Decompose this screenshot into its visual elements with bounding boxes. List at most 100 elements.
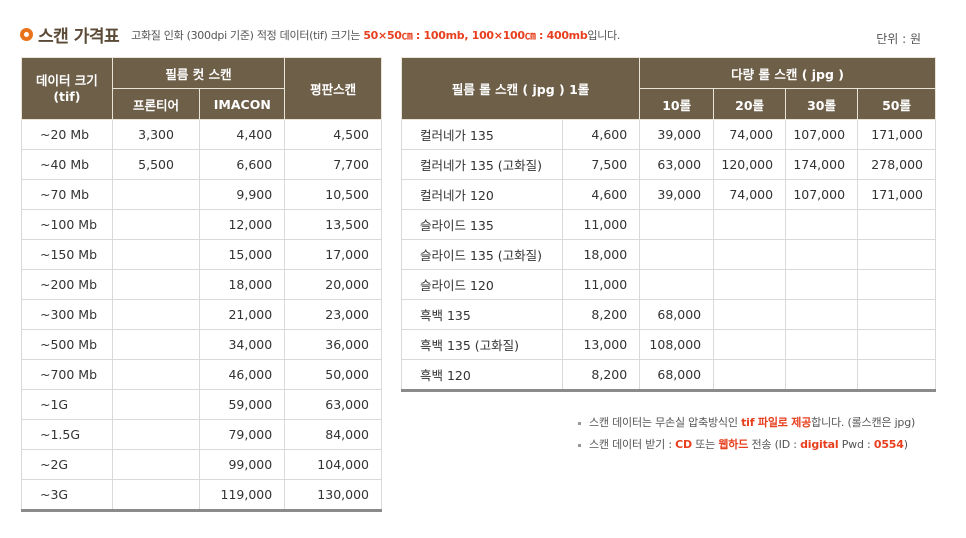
cell-imacon: 12,000 — [199, 209, 286, 240]
col-frontier: 프론티어 — [111, 88, 201, 120]
note-text: 전송 (ID : — [748, 438, 801, 451]
page-subtitle: 고화질 인화 (300dpi 기준) 적정 데이터(tif) 크기는 50×50… — [131, 27, 620, 43]
page-title: 스캔 가격표 — [38, 27, 120, 47]
table-row: 흑백 135 (고화질) 13,000 108,000 — [400, 329, 936, 360]
table-row: ~20 Mb 3,300 4,400 4,500 — [21, 119, 382, 150]
subtitle-text: 고화질 인화 (300dpi 기준) 적정 데이터(tif) 크기는 — [131, 28, 364, 42]
table-row: ~70 Mb 9,900 10,500 — [21, 179, 382, 210]
cell-price-20rolls: 74,000 — [713, 179, 787, 210]
cell-imacon: 79,000 — [199, 419, 286, 450]
cell-price-30rolls — [785, 299, 859, 330]
col-10-rolls: 10롤 — [639, 88, 715, 120]
cell-imacon: 18,000 — [199, 269, 286, 300]
square-bullet-icon — [578, 443, 581, 447]
cell-price-30rolls — [785, 359, 859, 391]
subtitle-highlight: 50×50㎝ : 100mb, 100×100㎝ : 400mb — [363, 28, 588, 42]
cell-film-type: 컬러네가 120 — [400, 179, 564, 210]
cell-price-50rolls — [857, 359, 936, 391]
cell-price-1roll: 18,000 — [562, 239, 641, 270]
cell-data-size: ~2G — [21, 449, 113, 480]
cell-frontier — [111, 179, 201, 210]
cell-flatbed: 50,000 — [284, 359, 382, 390]
cell-frontier — [111, 329, 201, 360]
cell-price-20rolls — [713, 269, 787, 300]
cell-price-30rolls — [785, 329, 859, 360]
table-row: 컬러네가 120 4,600 39,000 74,000 107,000 171,000 — [400, 179, 936, 210]
cell-data-size: ~70 Mb — [21, 179, 113, 210]
cell-flatbed: 7,700 — [284, 149, 382, 180]
cell-price-10rolls: 39,000 — [639, 119, 715, 150]
cell-frontier: 5,500 — [111, 149, 201, 180]
table-row: ~700 Mb 46,000 50,000 — [21, 359, 382, 390]
col-50-rolls: 50롤 — [857, 88, 936, 120]
cell-price-1roll: 11,000 — [562, 209, 641, 240]
cell-data-size: ~150 Mb — [21, 239, 113, 270]
cell-price-1roll: 8,200 — [562, 359, 641, 391]
note-highlight: tif 파일로 제공 — [741, 416, 812, 429]
cell-price-20rolls — [713, 209, 787, 240]
table-row: ~1.5G 79,000 84,000 — [21, 419, 382, 450]
col-data-size: 데이터 크기 (tif) — [21, 57, 113, 120]
cell-price-10rolls — [639, 269, 715, 300]
cell-price-10rolls: 63,000 — [639, 149, 715, 180]
cell-price-50rolls — [857, 299, 936, 330]
cell-flatbed: 4,500 — [284, 119, 382, 150]
note-text: Pwd : — [838, 438, 874, 451]
table-row: ~500 Mb 34,000 36,000 — [21, 329, 382, 360]
cell-film-type: 슬라이드 135 (고화질) — [400, 239, 564, 270]
cell-price-20rolls — [713, 239, 787, 270]
col-roll-scan: 필름 롤 스캔 ( jpg ) 1롤 — [400, 57, 641, 120]
cell-frontier — [111, 389, 201, 420]
table-row: 컬러네가 135 (고화질) 7,500 63,000 120,000 174,000 2… — [400, 149, 936, 180]
cell-price-20rolls — [713, 299, 787, 330]
cell-price-50rolls — [857, 329, 936, 360]
cell-flatbed: 36,000 — [284, 329, 382, 360]
cell-price-10rolls: 39,000 — [639, 179, 715, 210]
cell-price-20rolls — [713, 359, 787, 391]
table-row: ~200 Mb 18,000 20,000 — [21, 269, 382, 300]
table-row: 흑백 120 8,200 68,000 — [400, 359, 936, 391]
cell-frontier — [111, 239, 201, 270]
note-delivery: 스캔 데이터 받기 : CD 또는 웹하드 전송 (ID : digital P… — [578, 434, 915, 456]
subtitle-text-end: 입니다. — [587, 28, 621, 42]
cell-price-10rolls — [639, 239, 715, 270]
table-row: ~2G 99,000 104,000 — [21, 449, 382, 480]
cell-price-1roll: 4,600 — [562, 119, 641, 150]
cell-price-50rolls — [857, 209, 936, 240]
cell-flatbed: 20,000 — [284, 269, 382, 300]
cell-imacon: 119,000 — [199, 479, 286, 511]
cell-price-20rolls — [713, 329, 787, 360]
cell-price-1roll: 13,000 — [562, 329, 641, 360]
note-highlight: 웹하드 — [718, 438, 749, 451]
cell-price-10rolls — [639, 209, 715, 240]
cell-frontier — [111, 479, 201, 511]
cell-price-50rolls — [857, 269, 936, 300]
cell-price-50rolls: 171,000 — [857, 119, 936, 150]
cell-price-50rolls — [857, 239, 936, 270]
cell-frontier: 3,300 — [111, 119, 201, 150]
cell-flatbed: 104,000 — [284, 449, 382, 480]
cell-data-size: ~700 Mb — [21, 359, 113, 390]
cell-price-20rolls: 74,000 — [713, 119, 787, 150]
cell-imacon: 34,000 — [199, 329, 286, 360]
note-highlight: CD — [675, 438, 692, 451]
cell-price-1roll: 8,200 — [562, 299, 641, 330]
cell-flatbed: 63,000 — [284, 389, 382, 420]
cell-flatbed: 130,000 — [284, 479, 382, 511]
table-row: ~100 Mb 12,000 13,500 — [21, 209, 382, 240]
cell-flatbed: 84,000 — [284, 419, 382, 450]
cell-film-type: 컬러네가 135 (고화질) — [400, 149, 564, 180]
cell-price-30rolls: 174,000 — [785, 149, 859, 180]
table-row: 슬라이드 120 11,000 — [400, 269, 936, 300]
col-20-rolls: 20롤 — [713, 88, 787, 120]
cell-data-size: ~1.5G — [21, 419, 113, 450]
table-row: 슬라이드 135 11,000 — [400, 209, 936, 240]
cell-film-type: 흑백 135 — [400, 299, 564, 330]
cell-film-type: 슬라이드 120 — [400, 269, 564, 300]
table-row: ~150 Mb 15,000 17,000 — [21, 239, 382, 270]
cell-film-type: 슬라이드 135 — [400, 209, 564, 240]
cell-data-size: ~100 Mb — [21, 209, 113, 240]
note-file-format: 스캔 데이터는 무손실 압축방식인 tif 파일로 제공합니다. (롤스캔은 j… — [578, 412, 915, 434]
cell-data-size: ~40 Mb — [21, 149, 113, 180]
cell-data-size: ~500 Mb — [21, 329, 113, 360]
